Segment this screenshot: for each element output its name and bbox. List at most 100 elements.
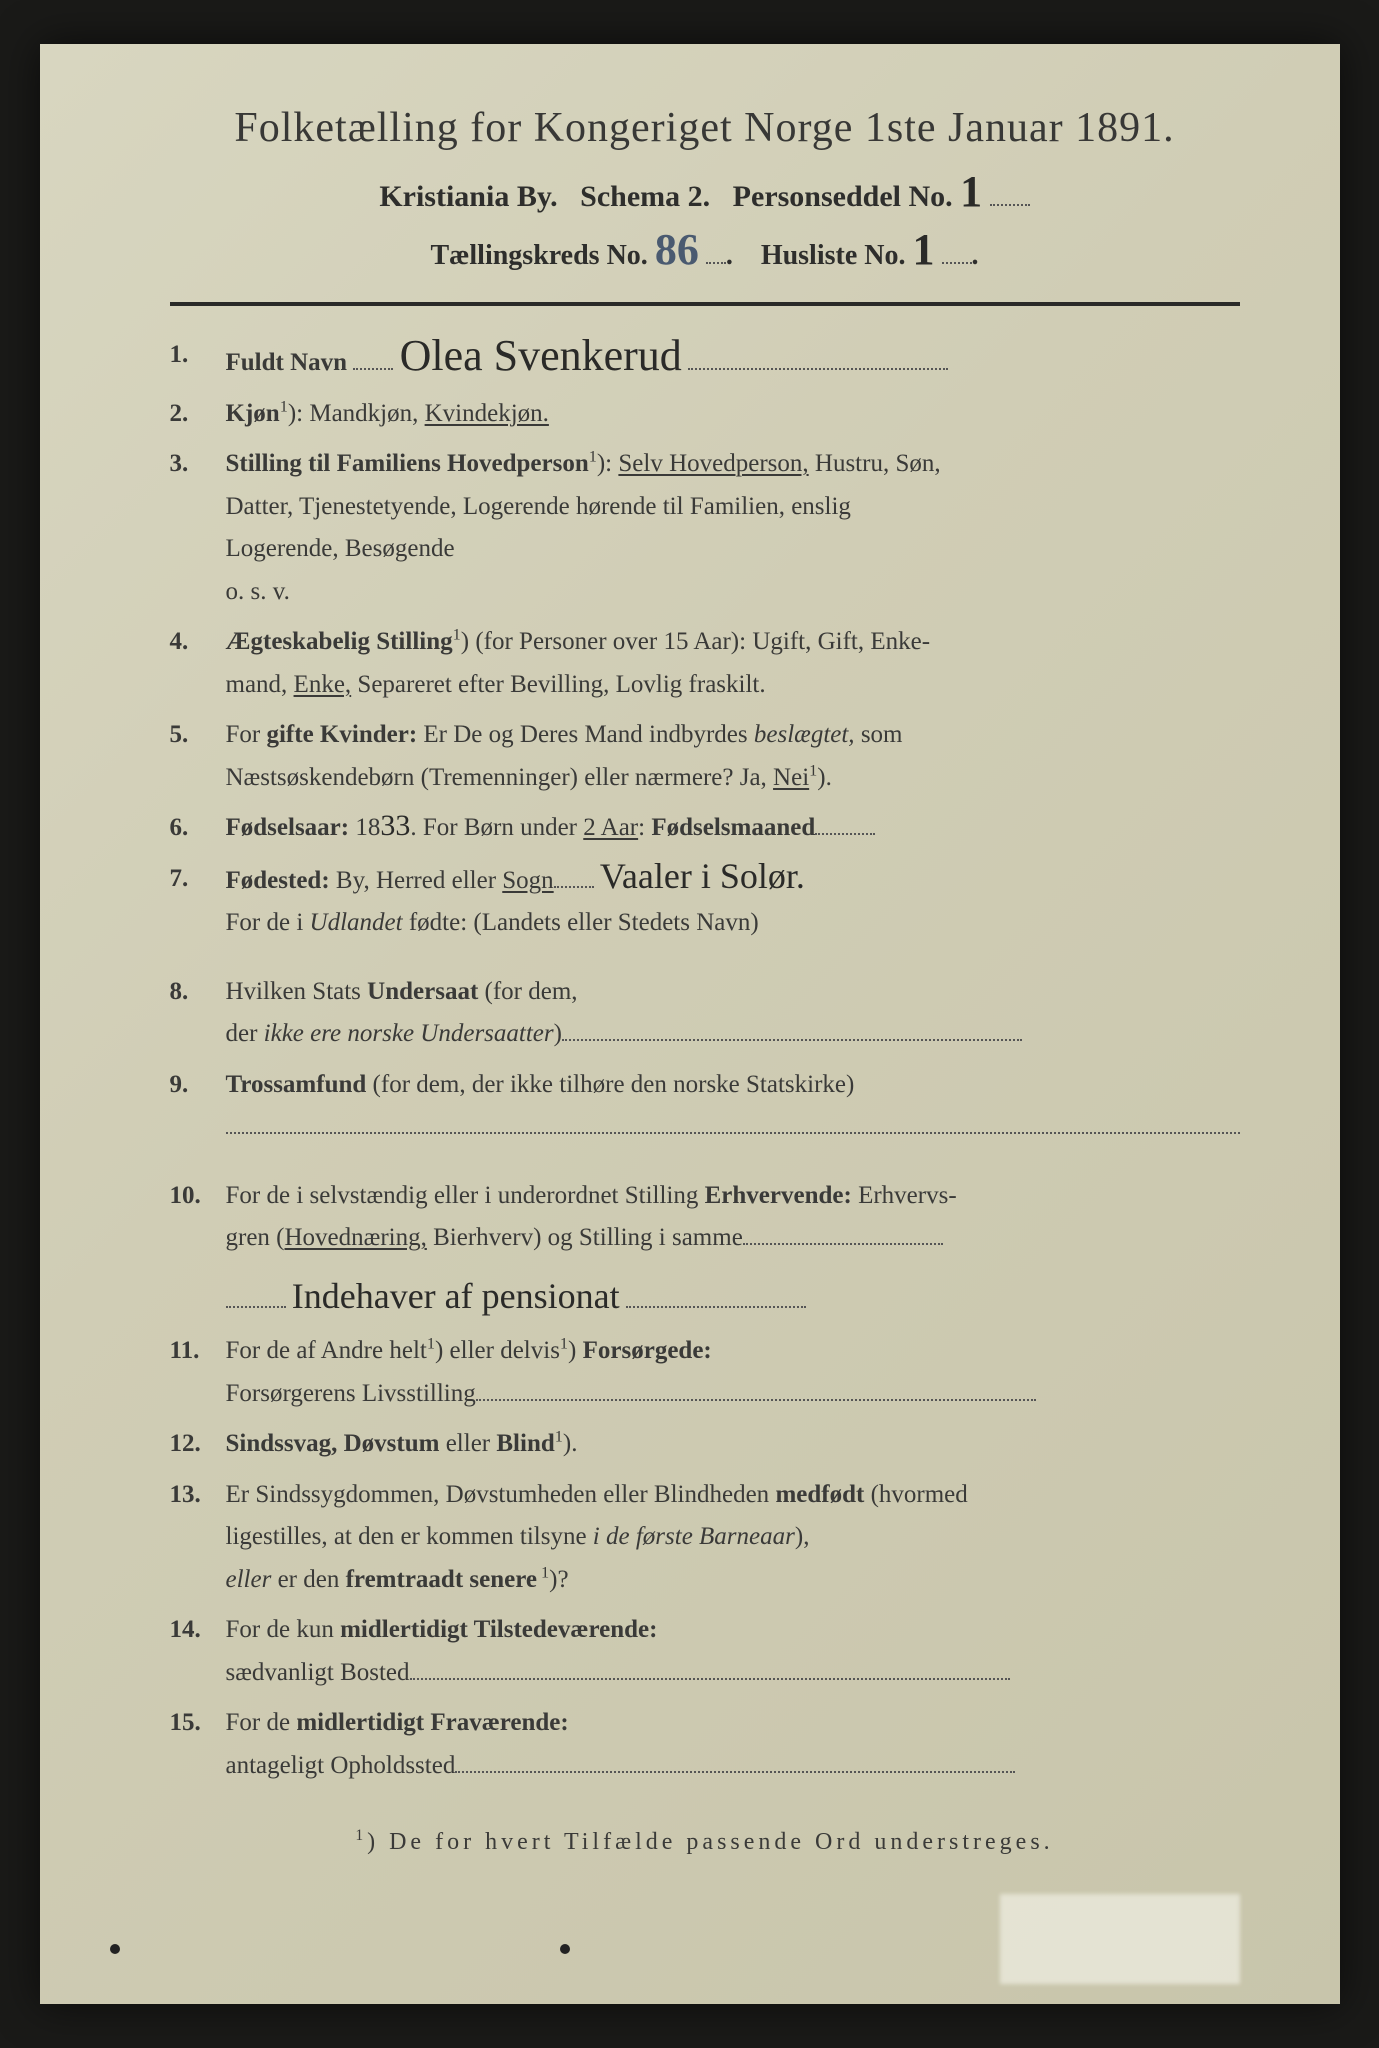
item-body: Hvilken Stats Undersaat (for dem, der ik…	[226, 971, 1240, 1056]
field-label: Stilling til Familiens Hovedperson	[226, 450, 589, 477]
text: eller	[439, 1430, 496, 1457]
text: o. s. v.	[226, 578, 290, 605]
dotfill	[226, 1109, 1240, 1134]
item-body: Er Sindssygdommen, Døvstumheden eller Bl…	[226, 1474, 1240, 1602]
text: )	[554, 1020, 562, 1047]
husliste-value: 1	[913, 228, 935, 272]
full-name-value: Olea Svenkerud	[400, 334, 682, 378]
dotfill	[554, 863, 594, 888]
text: fødte: (Landets eller Stedets Navn)	[403, 909, 759, 936]
field-label: Blind	[496, 1430, 554, 1457]
text: mand,	[226, 671, 294, 698]
item-number: 6.	[170, 807, 226, 850]
text: ),	[795, 1523, 810, 1550]
text-em: i de første Barneaar	[593, 1523, 795, 1550]
dotfill	[353, 345, 393, 370]
dotfill	[706, 236, 726, 264]
footnote-ref: 1	[280, 397, 288, 415]
text: For de i selvstændig eller i underordnet…	[226, 1182, 705, 1209]
text: Erhvervs-	[852, 1182, 957, 1209]
text: Er Sindssygdommen, Døvstumheden eller Bl…	[226, 1481, 776, 1508]
item-body: Stilling til Familiens Hovedperson1): Se…	[226, 443, 1240, 613]
kreds-label: Tællingskreds No.	[430, 240, 647, 271]
text: Forsørgerens Livsstilling	[226, 1380, 476, 1407]
field-label: Fødselsaar:	[226, 814, 350, 841]
text: Hvilken Stats	[226, 978, 368, 1005]
item-body: For de midlertidigt Fraværende: antageli…	[226, 1702, 1240, 1787]
text-em: ikke ere norske Undersaatter	[264, 1020, 554, 1047]
dotfill	[743, 1220, 943, 1245]
text: By, Herred eller	[330, 867, 503, 894]
item-5: 5. For gifte Kvinder: Er De og Deres Man…	[170, 714, 1240, 799]
spacer	[170, 953, 1240, 971]
item-number: 4.	[170, 621, 226, 706]
item-8: 8. Hvilken Stats Undersaat (for dem, der…	[170, 971, 1240, 1056]
paper-tear	[1000, 1894, 1240, 1984]
item-body: For de kun midlertidigt Tilstedeværende:…	[226, 1609, 1240, 1694]
footnote: 1) De for hvert Tilfælde passende Ord un…	[170, 1827, 1240, 1856]
text: sædvanligt Bosted	[226, 1659, 410, 1686]
kreds-value: 86	[655, 228, 699, 272]
text: der	[226, 1020, 264, 1047]
field-label: gifte Kvinder:	[266, 721, 417, 748]
dotfill	[226, 1283, 286, 1308]
dotfill	[815, 810, 875, 835]
city-label: Kristiania By.	[379, 180, 557, 213]
field-label: Erhvervende:	[705, 1182, 852, 1209]
text: gren (	[226, 1224, 285, 1251]
item-11: 11. For de af Andre helt1) eller delvis1…	[170, 1330, 1240, 1415]
item-body: For gifte Kvinder: Er De og Deres Mand i…	[226, 714, 1240, 799]
text: :	[638, 814, 651, 841]
occupation-value: Indehaver af pensionat	[292, 1278, 620, 1314]
birthplace-value: Vaaler i Solør.	[600, 858, 805, 894]
punch-hole	[560, 1944, 570, 1954]
text: Bierhverv) og Stilling i samme	[427, 1224, 743, 1251]
item-7: 7. Fødested: By, Herred eller Sogn Vaale…	[170, 858, 1240, 945]
dotfill	[455, 1748, 1015, 1773]
text: (for dem,	[478, 978, 577, 1005]
text: 18	[349, 814, 380, 841]
selected-value: Kvindekjøn.	[425, 400, 549, 427]
field-label: midlertidigt Fraværende:	[296, 1709, 568, 1736]
item-15: 15. For de midlertidigt Fraværende: anta…	[170, 1702, 1240, 1787]
birth-year-value: 33	[380, 811, 410, 841]
item-number: 9.	[170, 1064, 226, 1149]
text: ) (for Personer over 15 Aar): Ugift, Gif…	[461, 628, 930, 655]
item-number: 14.	[170, 1609, 226, 1694]
text: Hustru, Søn,	[809, 450, 941, 477]
item-number: 2.	[170, 393, 226, 436]
form-subtitle-1: Kristiania By. Schema 2. Personseddel No…	[170, 170, 1240, 214]
text: )?	[549, 1566, 568, 1593]
footnote-text: ) De for hvert Tilfælde passende Ord und…	[367, 1829, 1054, 1855]
text: Logerende, Besøgende	[226, 535, 455, 562]
text-u: Sogn	[502, 867, 553, 894]
text: ) eller delvis	[435, 1337, 560, 1364]
text: . For Børn under	[410, 814, 583, 841]
item-number: 3.	[170, 443, 226, 613]
text: ligestilles, at den er kommen tilsyne	[226, 1523, 593, 1550]
item-1: 1. Fuldt Navn Olea Svenkerud	[170, 334, 1240, 385]
punch-hole	[110, 1944, 120, 1954]
item-body: Fuldt Navn Olea Svenkerud	[226, 334, 1240, 385]
divider	[170, 302, 1240, 306]
text: (for dem, der ikke tilhøre den norske St…	[366, 1071, 854, 1098]
item-body: For de af Andre helt1) eller delvis1) Fo…	[226, 1330, 1240, 1415]
item-number: 12.	[170, 1423, 226, 1466]
text: som	[855, 721, 903, 748]
item-number: 8.	[170, 971, 226, 1056]
item-number: 7.	[170, 858, 226, 945]
item-2: 2. Kjøn1): Mandkjøn, Kvindekjøn.	[170, 393, 1240, 436]
selected-value: Enke,	[294, 671, 352, 698]
field-label: Trossamfund	[226, 1071, 367, 1098]
selected-value: Selv Hovedperson,	[618, 450, 808, 477]
census-form-page: Folketælling for Kongeriget Norge 1ste J…	[40, 44, 1340, 2004]
field-label: Ægteskabelig Stilling	[226, 628, 453, 655]
spacer	[170, 1157, 1240, 1175]
dotfill	[410, 1655, 1010, 1680]
text: For de	[226, 1709, 297, 1736]
field-label: Kjøn	[226, 400, 280, 427]
footnote-marker: 1	[355, 1827, 367, 1844]
text-em: beslægtet,	[754, 721, 855, 748]
footnote-ref: 1	[589, 448, 597, 466]
field-label: Forsørgede:	[583, 1337, 712, 1364]
